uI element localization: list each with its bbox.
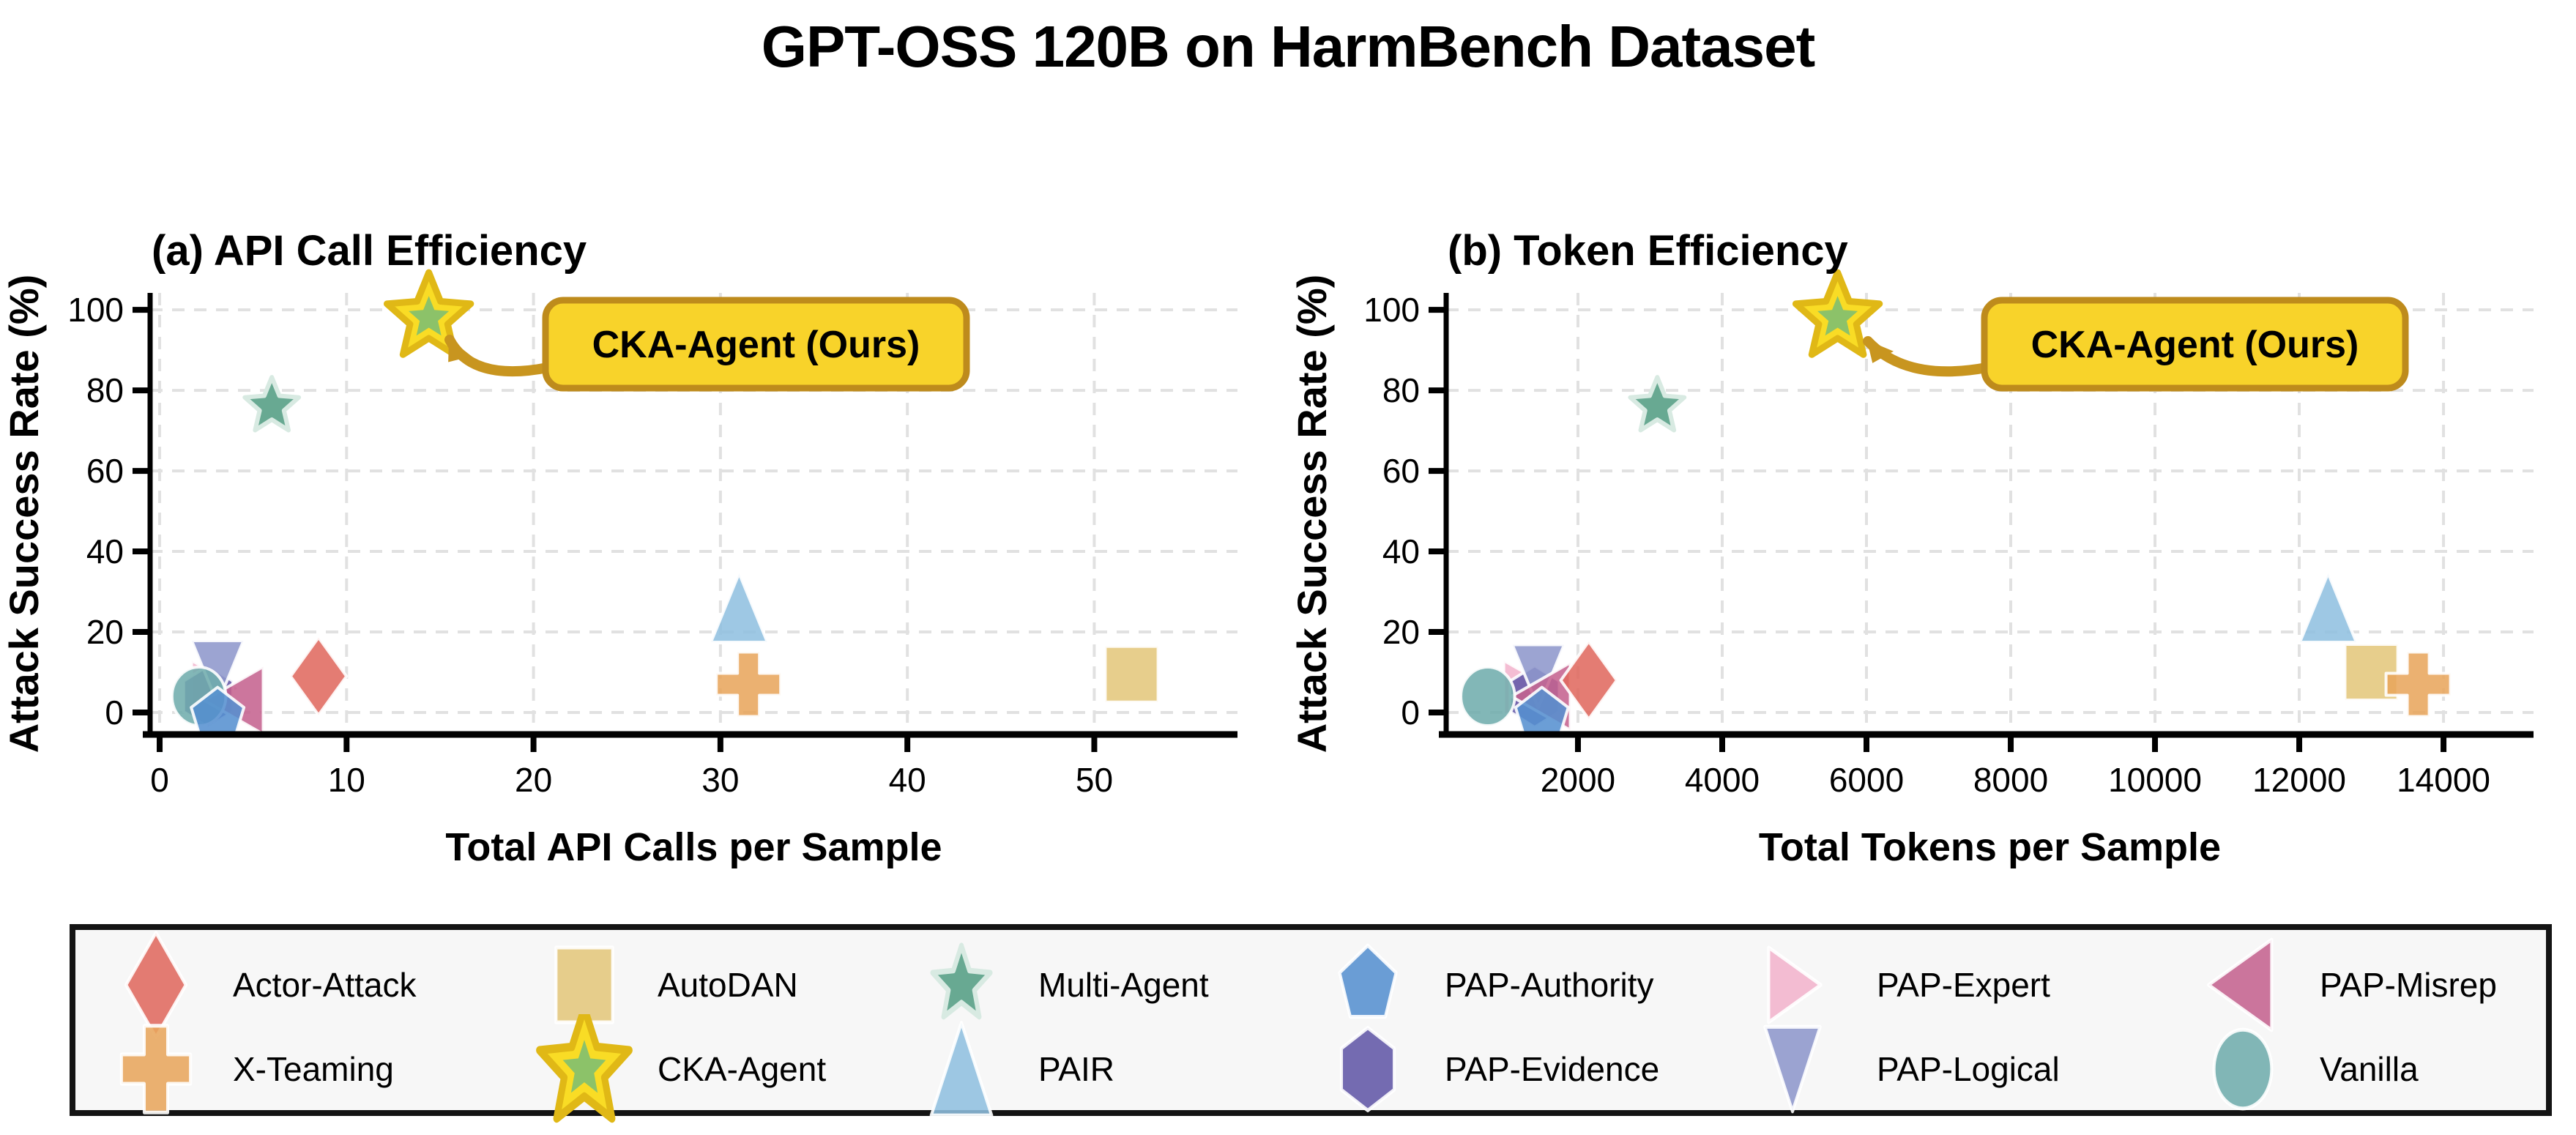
x-tick-label: 0 <box>150 761 169 799</box>
legend-marker-autodan-icon <box>554 945 614 1024</box>
marker-x-teaming <box>119 1024 193 1114</box>
marker-pair <box>929 1021 994 1117</box>
legend-label-x-teaming: X-Teaming <box>233 1050 394 1088</box>
y-tick-label: 60 <box>1382 452 1420 490</box>
marker-pair <box>709 572 769 644</box>
subplot-title: (b) Token Efficiency <box>1448 227 1848 275</box>
arrow-head-icon <box>448 338 472 362</box>
marker-vanilla <box>2212 1027 2274 1111</box>
y-tick-label: 0 <box>1401 693 1420 732</box>
marker-pap-expert <box>1767 945 1823 1024</box>
marker-pap-misrep <box>2207 937 2274 1032</box>
legend-box: Actor-Attack X-Teaming AutoDAN CKA-Agent Mul… <box>70 924 2552 1123</box>
legend-label-multi-agent: Multi-Agent <box>1038 966 1209 1004</box>
panel-a-plot: 0 10 20 30 40 50 0 20 40 60 80 100 (a) API Call Effi… <box>1 227 1237 869</box>
x-tick-label: 10000 <box>2108 761 2202 799</box>
x-tick-label: 10 <box>328 761 365 799</box>
axes: 2000 4000 6000 8000 10000 12000 14000 0 20 40 60 80… <box>1363 291 2534 799</box>
marker-pap-authority <box>1338 943 1398 1019</box>
subplot-title: (a) API Call Efficiency <box>152 227 587 275</box>
legend-label-vanilla: Vanilla <box>2320 1050 2419 1088</box>
legend-marker-pap-authority-icon <box>1338 943 1398 1019</box>
cka-annotation: CKA-Agent (Ours) <box>444 297 970 392</box>
annotation-label: CKA-Agent (Ours) <box>592 324 920 366</box>
marker-cka-agent <box>536 1014 633 1123</box>
marker-vanilla <box>1459 666 1516 728</box>
legend-marker-vanilla-icon <box>2212 1027 2274 1111</box>
y-tick-label: 80 <box>86 371 124 409</box>
marker-multi-agent <box>242 375 302 433</box>
markers <box>170 269 1160 737</box>
cka-annotation: CKA-Agent (Ours) <box>1863 297 2409 392</box>
annotation-label: CKA-Agent (Ours) <box>2031 324 2359 366</box>
legend-label-cka-agent: CKA-Agent <box>658 1050 827 1088</box>
x-tick-label: 40 <box>889 761 926 799</box>
legend-label-actor-attack: Actor-Attack <box>233 966 417 1004</box>
arrow-head-icon <box>1866 340 1894 363</box>
legend-label-autodan: AutoDAN <box>658 966 798 1004</box>
legend-label-pap-logical: PAP-Logical <box>1877 1050 2060 1088</box>
y-tick-label: 40 <box>1382 532 1420 570</box>
marker-actor-attack <box>1559 640 1618 721</box>
legend-marker-cka-agent-icon <box>536 1014 633 1123</box>
figure-title: GPT-OSS 120B on HarmBench Dataset <box>761 14 1816 79</box>
y-tick-label: 80 <box>1382 371 1420 409</box>
y-axis-label: Attack Success Rate (%) <box>1289 275 1335 753</box>
marker-x-teaming <box>2384 650 2452 718</box>
x-tick-label: 50 <box>1076 761 1113 799</box>
legend-label-pair: PAIR <box>1038 1050 1114 1088</box>
y-tick-label: 100 <box>67 291 124 329</box>
x-tick-label: 14000 <box>2397 761 2490 799</box>
legend-marker-pap-expert-icon <box>1767 945 1823 1024</box>
markers <box>1459 269 2452 737</box>
marker-pap-authority <box>190 685 246 737</box>
marker-autodan <box>1103 644 1160 704</box>
x-tick-label: 20 <box>515 761 552 799</box>
x-tick-label: 8000 <box>1973 761 2048 799</box>
marker-pap-logical <box>1763 1024 1822 1114</box>
marker-multi-agent <box>1628 375 1687 433</box>
x-tick-label: 30 <box>701 761 739 799</box>
y-tick-label: 20 <box>1382 613 1420 651</box>
marker-multi-agent <box>930 942 993 1020</box>
legend-label-pap-misrep: PAP-Misrep <box>2320 966 2497 1004</box>
legend-marker-x-teaming-icon <box>119 1024 193 1114</box>
marker-cka-agent <box>1792 269 1883 358</box>
legend-marker-pair-icon <box>929 1021 994 1117</box>
x-tick-label: 12000 <box>2252 761 2346 799</box>
y-tick-label: 100 <box>1363 291 1420 329</box>
axes: 0 10 20 30 40 50 0 20 40 60 80 100 <box>67 291 1237 799</box>
x-tick-label: 4000 <box>1685 761 1760 799</box>
marker-pair <box>2298 572 2358 644</box>
annotation-box <box>1981 297 2409 392</box>
y-tick-label: 40 <box>86 532 124 570</box>
y-tick-label: 20 <box>86 613 124 651</box>
marker-pap-authority <box>1514 685 1570 737</box>
x-axis-label: Total API Calls per Sample <box>445 825 942 869</box>
legend-label-pap-authority: PAP-Authority <box>1445 966 1654 1004</box>
marker-autodan <box>554 945 614 1024</box>
legend-label-pap-expert: PAP-Expert <box>1877 966 2050 1004</box>
marker-cka-agent <box>383 269 474 358</box>
legend-marker-pap-logical-icon <box>1763 1024 1822 1114</box>
annotation-box <box>542 297 970 392</box>
y-tick-label: 0 <box>105 693 124 732</box>
x-tick-label: 2000 <box>1541 761 1615 799</box>
marker-pap-evidence <box>1339 1025 1396 1113</box>
legend-label-pap-evidence: PAP-Evidence <box>1445 1050 1660 1088</box>
x-tick-label: 6000 <box>1829 761 1904 799</box>
panel-b-plot: 2000 4000 6000 8000 10000 12000 14000 0 20 40 60 80… <box>1289 227 2534 869</box>
marker-actor-attack <box>289 636 349 717</box>
y-tick-label: 60 <box>86 452 124 490</box>
x-axis-label: Total Tokens per Sample <box>1759 825 2221 869</box>
legend-marker-pap-evidence-icon <box>1339 1025 1396 1113</box>
marker-x-teaming <box>715 650 783 718</box>
legend-marker-multi-agent-icon <box>930 942 993 1020</box>
legend-marker-pap-misrep-icon <box>2207 937 2274 1032</box>
y-axis-label: Attack Success Rate (%) <box>1 275 47 753</box>
